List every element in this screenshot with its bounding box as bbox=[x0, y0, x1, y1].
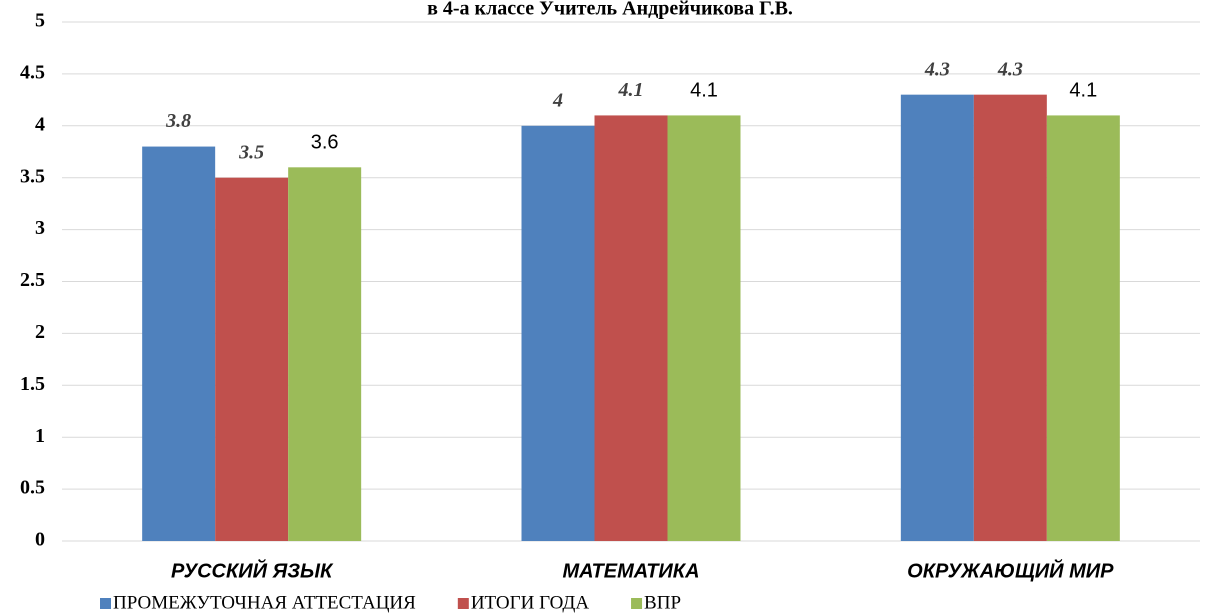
x-tick-label: МАТЕМАТИКА bbox=[562, 560, 699, 582]
data-label: 4.3 bbox=[997, 58, 1023, 80]
bar bbox=[900, 94, 974, 541]
bar bbox=[288, 167, 362, 541]
legend-swatch bbox=[100, 598, 111, 609]
bar bbox=[1046, 115, 1120, 542]
y-tick-label: 3 bbox=[35, 217, 45, 239]
y-tick-label: 2 bbox=[35, 321, 45, 343]
legend-swatch bbox=[631, 598, 643, 609]
bar bbox=[667, 115, 741, 542]
bar bbox=[215, 177, 289, 541]
data-label: 4.1 bbox=[618, 79, 644, 101]
y-tick-label: 4 bbox=[35, 113, 45, 135]
legend-swatch bbox=[457, 598, 469, 609]
y-tick-label: 0.5 bbox=[20, 477, 45, 499]
data-label: 4.1 bbox=[1069, 80, 1097, 102]
legend-label: ПРОМЕЖУТОЧНАЯ АТТЕСТАЦИЯ bbox=[113, 592, 416, 613]
data-label: 4.1 bbox=[690, 80, 718, 102]
y-tick-label: 1 bbox=[35, 425, 45, 447]
legend-label: ИТОГИ ГОДА bbox=[471, 592, 590, 613]
x-tick-label: РУССКИЙ ЯЗЫК bbox=[171, 558, 334, 582]
y-tick-label: 1.5 bbox=[20, 373, 45, 395]
data-label: 3.8 bbox=[165, 110, 191, 132]
bar bbox=[521, 125, 595, 542]
y-tick-label: 4.5 bbox=[20, 61, 45, 83]
y-tick-label: 2.5 bbox=[20, 269, 45, 291]
data-label: 3.5 bbox=[238, 141, 264, 163]
data-label: 3.6 bbox=[311, 132, 339, 154]
bar bbox=[594, 115, 668, 542]
data-label: 4 bbox=[552, 89, 563, 111]
x-tick-label: ОКРУЖАЮЩИЙ МИР bbox=[907, 558, 1114, 582]
chart-title: в 4-а классе Учитель Андрейчикова Г.В. bbox=[427, 0, 793, 20]
y-tick-label: 0 bbox=[35, 529, 45, 551]
data-label: 4.3 bbox=[924, 58, 950, 80]
bar bbox=[142, 146, 216, 541]
bar bbox=[973, 94, 1047, 541]
y-tick-label: 5 bbox=[35, 10, 45, 32]
y-tick-label: 3.5 bbox=[20, 165, 45, 187]
legend-label: ВПР bbox=[644, 592, 681, 613]
